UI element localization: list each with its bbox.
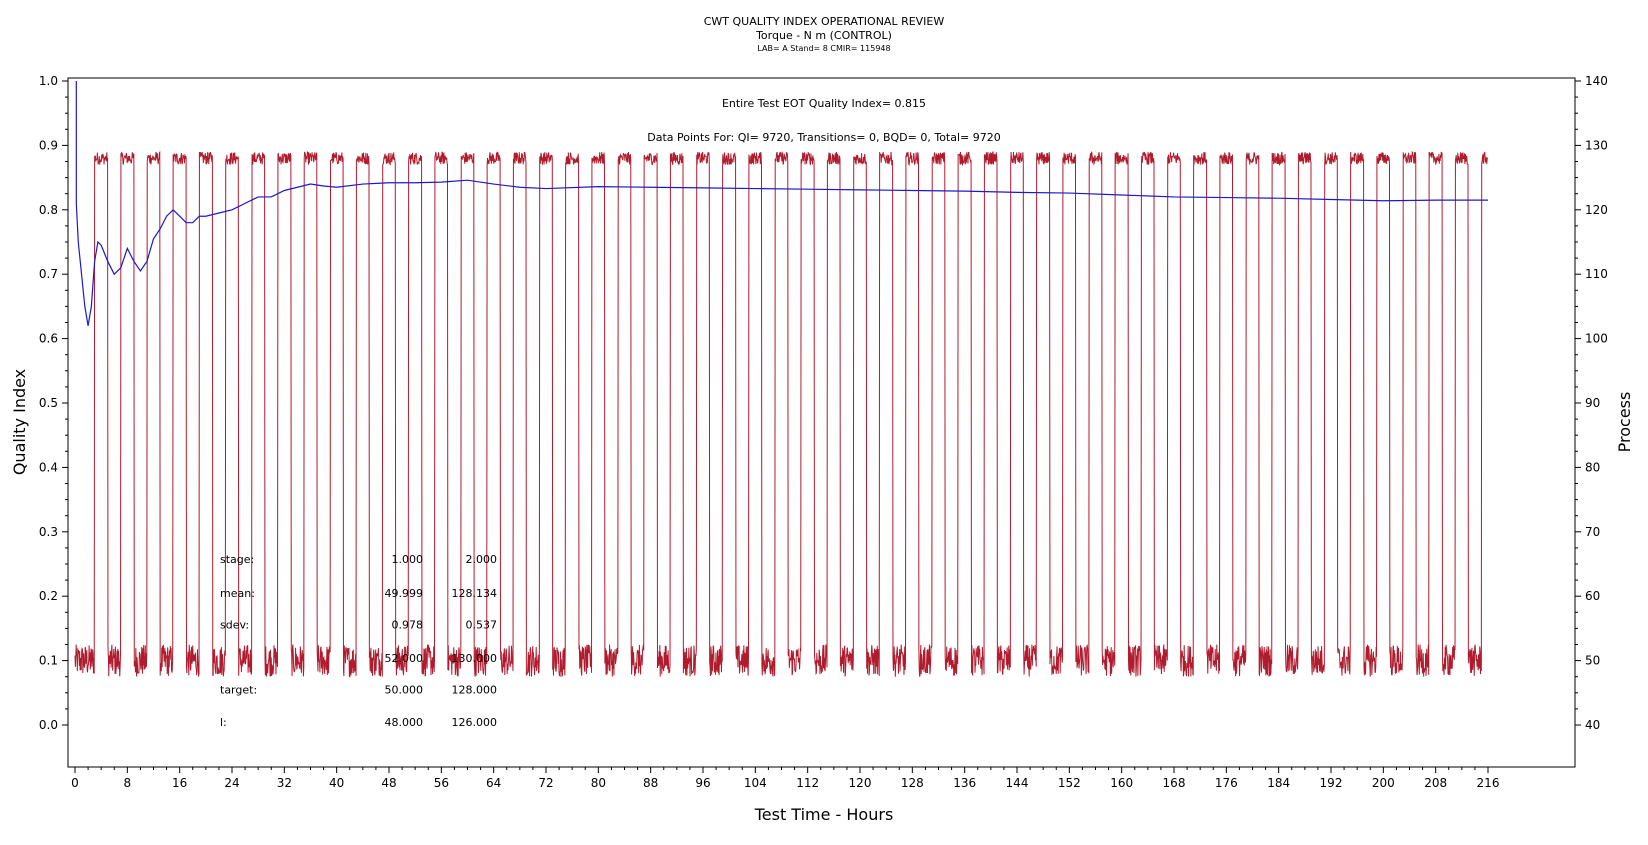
y2-tick-label: 140: [1585, 74, 1608, 88]
y-tick-label: 0.1: [39, 654, 58, 668]
x-tick-label: 176: [1215, 776, 1238, 790]
process-series-line: [74, 150, 1489, 678]
y-tick-label: 0.3: [39, 525, 58, 539]
x-tick-label: 48: [381, 776, 396, 790]
x-tick-label: 16: [172, 776, 187, 790]
x-tick-label: 64: [486, 776, 501, 790]
x-tick-label: 40: [329, 776, 344, 790]
series-layer: [74, 81, 1489, 678]
stats-row-value-1: 50.000: [385, 684, 424, 697]
stats-row-value-1: 49.999: [385, 587, 424, 600]
y-tick-label: 0.9: [39, 138, 58, 152]
x-tick-label: 160: [1110, 776, 1133, 790]
x-tick-label: 136: [953, 776, 976, 790]
y2-axis-title: Process: [1615, 392, 1634, 453]
y-tick-label: 0.6: [39, 332, 58, 346]
y2-tick-label: 40: [1585, 718, 1600, 732]
y2-tick-label: 110: [1585, 267, 1608, 281]
stats-row-label: stage:: [220, 553, 254, 566]
stats-row-value-1: 0.978: [392, 619, 424, 632]
y-tick-label: 0.7: [39, 267, 58, 281]
y2-tick-label: 80: [1585, 460, 1600, 474]
chart-subtitle: Torque - N m (CONTROL): [755, 29, 892, 42]
x-tick-label: 144: [1006, 776, 1029, 790]
y2-tick-label: 60: [1585, 589, 1600, 603]
x-tick-label: 80: [591, 776, 606, 790]
x-tick-label: 208: [1424, 776, 1447, 790]
stats-row-label: l:: [220, 716, 227, 729]
x-tick-label: 56: [434, 776, 449, 790]
stats-row-value-2: 128.000: [452, 684, 498, 697]
x-tick-label: 112: [796, 776, 819, 790]
stats-row-value-1: 52.000: [385, 652, 424, 665]
plot-frame: [67, 77, 1576, 768]
stats-row-value-2: 128.134: [452, 587, 498, 600]
x-tick-label: 200: [1372, 776, 1395, 790]
x-tick-label: 128: [901, 776, 924, 790]
stats-row-value-1: 1.000: [392, 553, 424, 566]
stats-row-value-1: 48.000: [385, 716, 424, 729]
x-axis-title: Test Time - Hours: [754, 805, 894, 824]
stats-row-value-2: 130.000: [452, 652, 498, 665]
x-tick-label: 88: [643, 776, 658, 790]
y-tick-label: 0.0: [39, 718, 58, 732]
x-tick-label: 216: [1477, 776, 1500, 790]
stats-row-label: mean:: [220, 587, 255, 600]
y2-tick-label: 130: [1585, 138, 1608, 152]
stats-row-value-2: 2.000: [466, 553, 498, 566]
data-points-annotation: Data Points For: QI= 9720, Transitions= …: [647, 131, 1001, 144]
y-axis-title: Quality Index: [10, 369, 29, 475]
stats-row-value-2: 126.000: [452, 716, 498, 729]
y2-tick-label: 50: [1585, 654, 1600, 668]
quality-index-annotation: Entire Test EOT Quality Index= 0.815: [722, 97, 926, 110]
stats-row-label: sdev:: [220, 619, 249, 632]
y2-tick-label: 120: [1585, 203, 1608, 217]
x-axis: 0 8 16 24 32 40 48 56 64 72 80 88 96 104 112 120 128 136 1…: [71, 767, 1499, 790]
y2-tick-label: 70: [1585, 525, 1600, 539]
y-tick-label: 0.8: [39, 203, 58, 217]
x-tick-label: 8: [124, 776, 132, 790]
y-tick-label: 1.0: [39, 74, 58, 88]
x-tick-label: 0: [71, 776, 79, 790]
y-axis-left: 0.0 0.1 0.2 0.3 0.4 0.5 0.6 0.7 0.8 0.9 1.0: [39, 74, 68, 732]
y-tick-label: 0.2: [39, 589, 58, 603]
x-tick-label: 72: [538, 776, 553, 790]
x-tick-label: 104: [744, 776, 767, 790]
quality-index-series-line: [75, 81, 1488, 326]
x-tick-label: 32: [277, 776, 292, 790]
stats-row-label: target:: [220, 684, 257, 697]
y2-tick-label: 100: [1585, 332, 1608, 346]
x-tick-label: 96: [695, 776, 710, 790]
stats-row-value-2: 0.537: [466, 619, 498, 632]
stats-table: stage: 1.000 2.000 mean: 49.999 128.134 sdev: 0…: [220, 553, 497, 729]
x-tick-label: 120: [849, 776, 872, 790]
x-tick-label: 24: [224, 776, 239, 790]
y-axis-right: 40 50 60 70 80 90 100 110 120 130 140: [1575, 74, 1608, 732]
x-tick-label: 184: [1267, 776, 1290, 790]
y-tick-label: 0.5: [39, 396, 58, 410]
y-tick-label: 0.4: [39, 460, 58, 474]
chart-subtitle-2: LAB= A Stand= 8 CMIR= 115948: [757, 44, 890, 53]
x-tick-label: 168: [1163, 776, 1186, 790]
x-tick-label: 152: [1058, 776, 1081, 790]
chart-title: CWT QUALITY INDEX OPERATIONAL REVIEW: [704, 15, 945, 28]
x-tick-label: 192: [1320, 776, 1343, 790]
y2-tick-label: 90: [1585, 396, 1600, 410]
